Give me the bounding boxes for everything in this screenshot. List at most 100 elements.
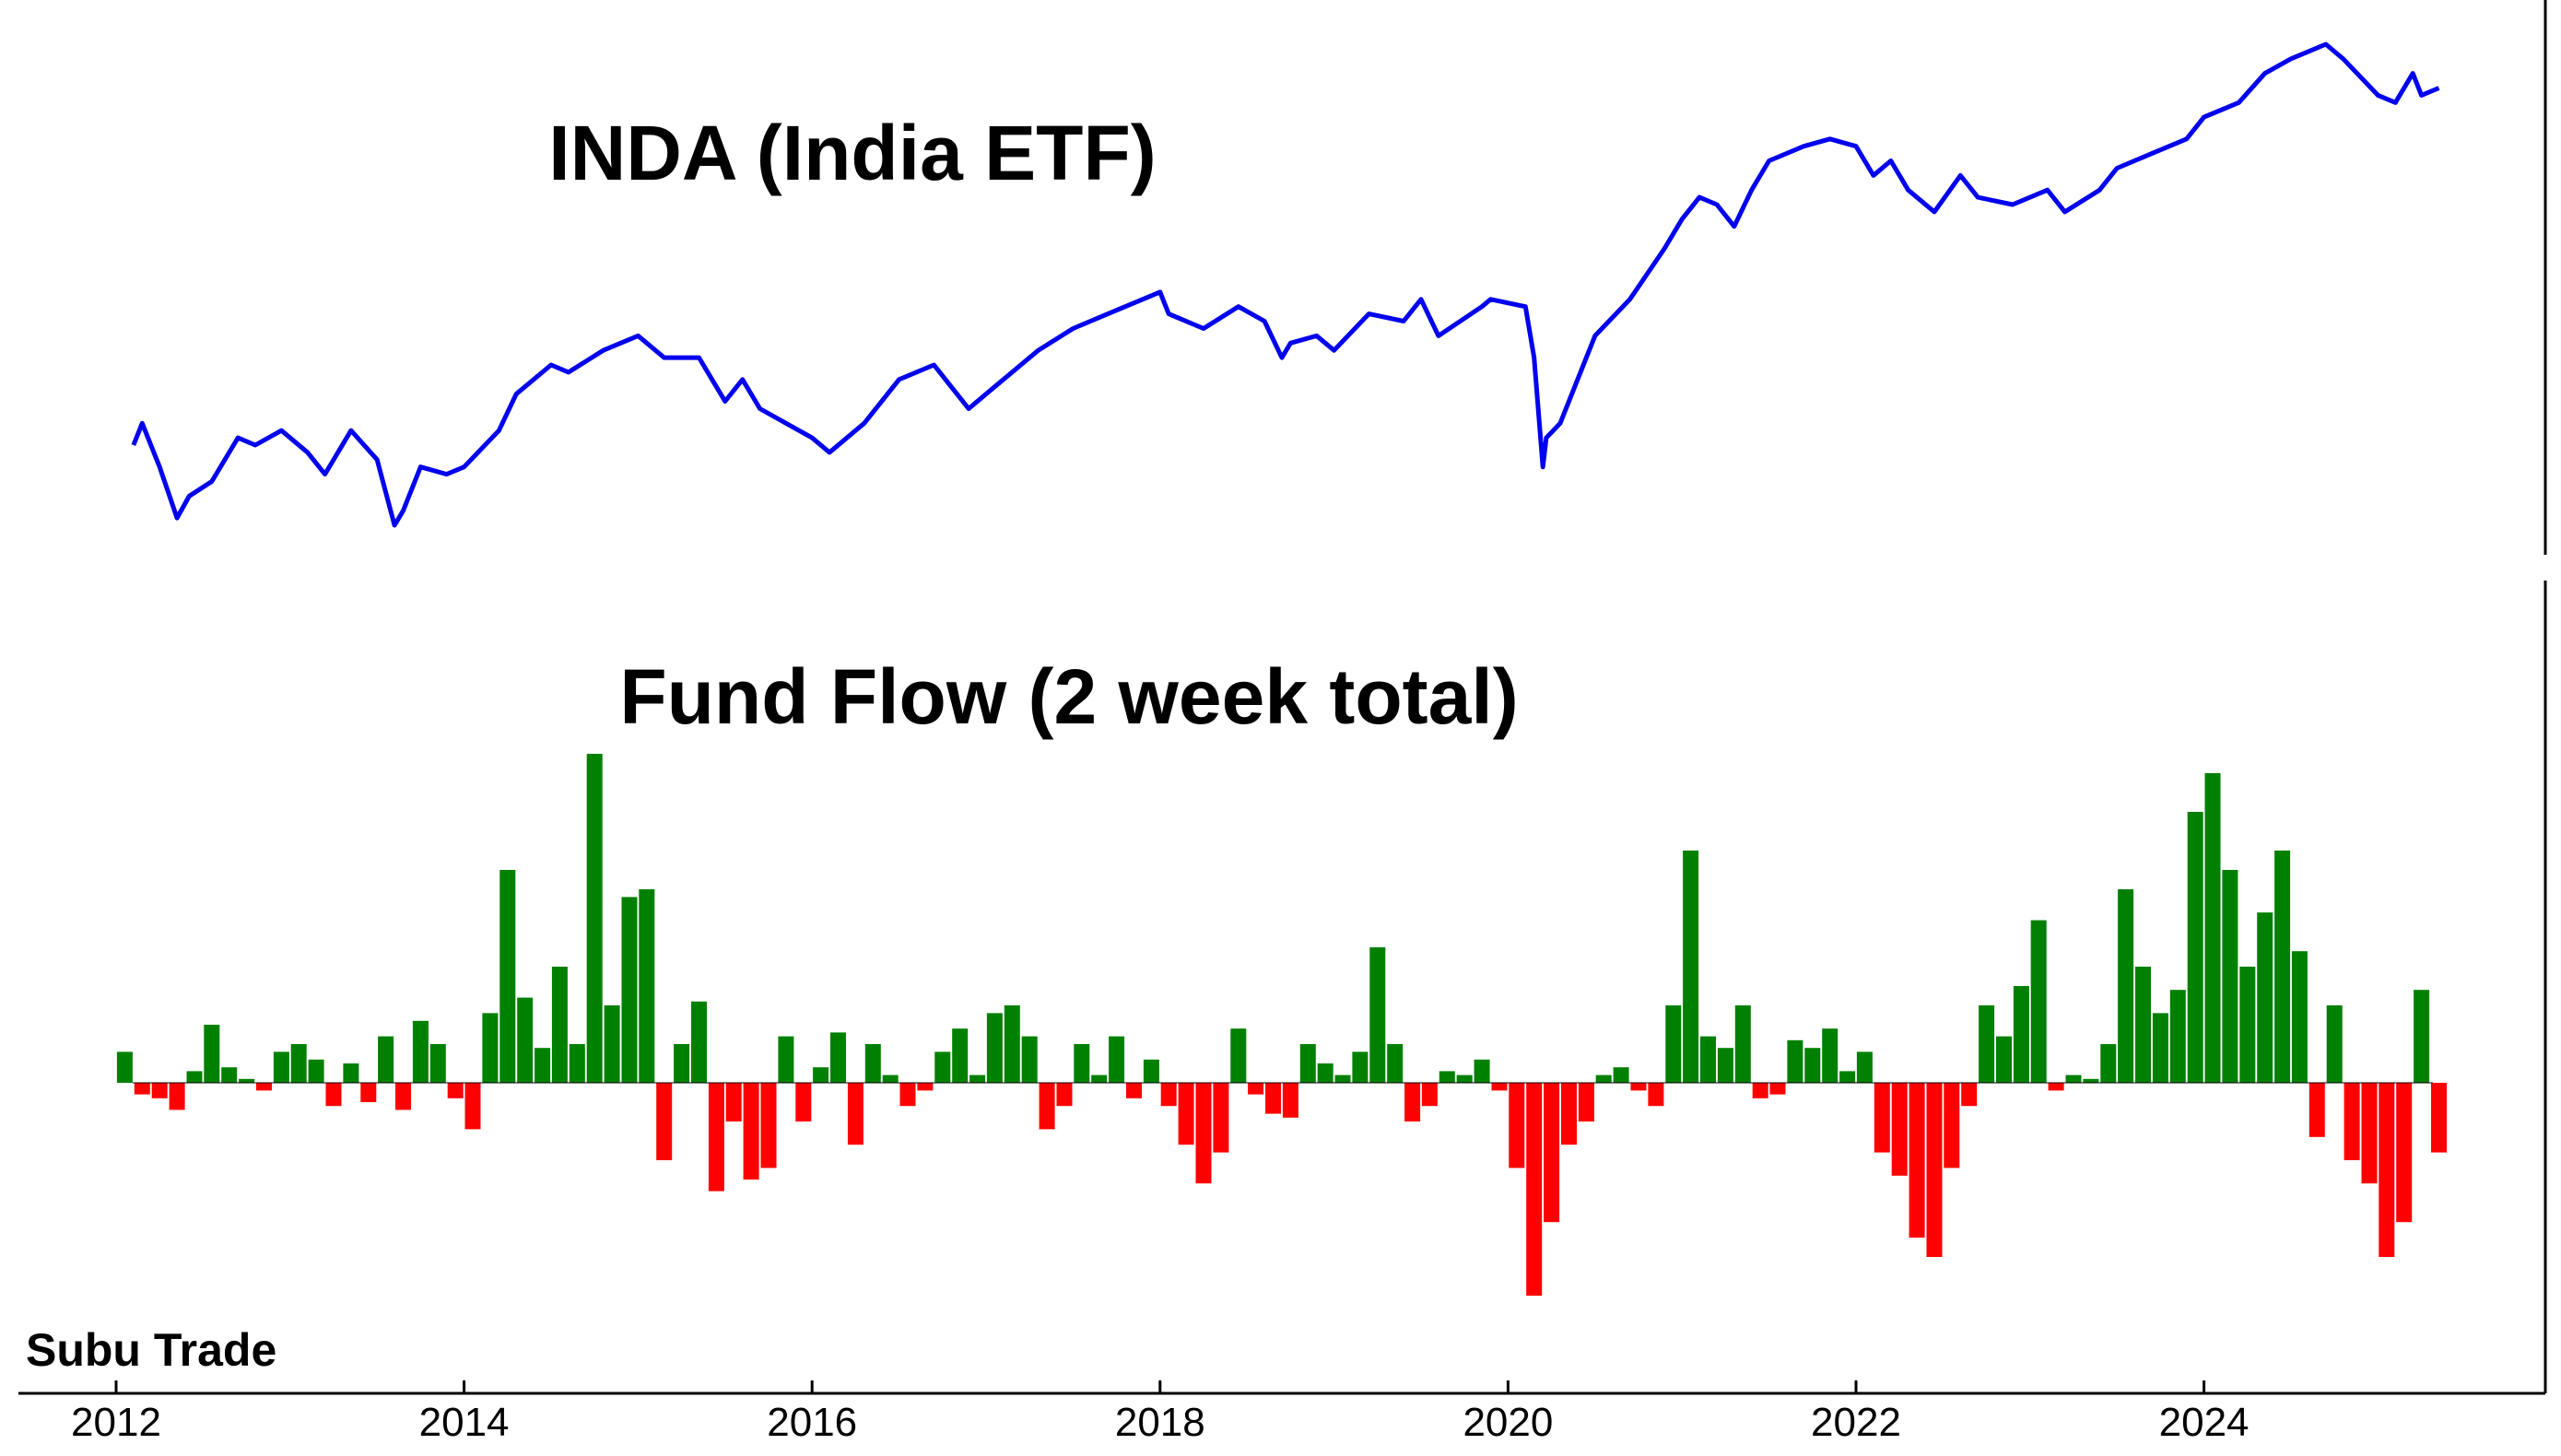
flow-bar-inflow	[691, 1001, 707, 1083]
flow-bar-inflow	[2414, 990, 2430, 1083]
price-line	[131, 41, 2440, 528]
flow-bar-inflow	[116, 1051, 133, 1083]
flow-bar-outflow	[1039, 1083, 1055, 1130]
flow-bar-inflow	[535, 1048, 551, 1083]
flow-bar-outflow	[1213, 1083, 1229, 1153]
flow-bar-inflow	[674, 1044, 690, 1083]
flow-bar-inflow	[1230, 1028, 1247, 1083]
flow-bar-outflow	[656, 1083, 673, 1160]
flow-bar-inflow	[429, 1044, 446, 1083]
x-tick-label: 2016	[767, 1400, 857, 1445]
flow-bar-inflow	[1996, 1036, 2012, 1083]
flow-bar-outflow	[2344, 1083, 2360, 1160]
flow-bar-inflow	[1595, 1074, 1612, 1083]
flow-bar-outflow	[1909, 1083, 1925, 1238]
flow-bar-outflow	[1926, 1083, 1943, 1257]
flow-bar-outflow	[2308, 1083, 2325, 1137]
flow-bar-inflow	[830, 1032, 846, 1083]
flow-bar-inflow	[1456, 1074, 1473, 1083]
flow-bar-inflow	[2013, 986, 2029, 1083]
flow-bar-inflow	[1700, 1036, 1716, 1083]
flow-bar-outflow	[1195, 1083, 1212, 1184]
flow-bar-inflow	[882, 1074, 899, 1083]
flow-bar-outflow	[2396, 1083, 2413, 1223]
flow-bar-outflow	[2048, 1083, 2064, 1091]
flow-bar-outflow	[1126, 1083, 1142, 1098]
flow-bars	[116, 754, 2447, 1296]
flow-bar-inflow	[2118, 889, 2134, 1083]
flow-bar-outflow	[1265, 1083, 1281, 1114]
flow-bar-inflow	[2083, 1078, 2099, 1083]
flow-bar-outflow	[1752, 1083, 1768, 1098]
flow-bar-inflow	[1021, 1036, 1038, 1083]
flow-bar-inflow	[2204, 773, 2221, 1083]
flow-bar-inflow	[1822, 1028, 1839, 1083]
flow-bar-inflow	[308, 1059, 324, 1083]
flow-bar-outflow	[1491, 1083, 1508, 1091]
flow-bar-inflow	[482, 1013, 499, 1083]
flow-bar-inflow	[343, 1063, 359, 1083]
flow-bar-inflow	[1439, 1071, 1455, 1083]
flow-bar-inflow	[1369, 947, 1386, 1083]
flow-bar-outflow	[2361, 1083, 2378, 1184]
flow-bar-inflow	[1474, 1059, 1490, 1083]
x-axis: 2012 2014 2016 2018 2020 2022 2024	[18, 1380, 2545, 1445]
flow-bar-inflow	[2274, 851, 2291, 1083]
flow-bar-inflow	[1979, 1005, 1995, 1083]
flow-bar-inflow	[1804, 1048, 1821, 1083]
flow-bar-inflow	[2030, 920, 2047, 1083]
flow-bar-inflow	[1004, 1005, 1020, 1083]
watermark-text: Subu Trade	[26, 1324, 276, 1376]
x-tick-label: 2012	[71, 1400, 161, 1445]
flow-bar-inflow	[1734, 1005, 1751, 1083]
flow-bar-outflow	[395, 1083, 411, 1110]
flow-bar-inflow	[2135, 967, 2151, 1083]
flow-bar-inflow	[604, 1005, 620, 1083]
flow-bar-outflow	[360, 1083, 377, 1102]
flow-bar-inflow	[1109, 1036, 1125, 1083]
price-chart-title: INDA (India ETF)	[548, 110, 1157, 196]
flow-chart-title: Fund Flow (2 week total)	[619, 653, 1518, 740]
flow-bar-outflow	[1404, 1083, 1421, 1121]
flow-bar-outflow	[1630, 1083, 1647, 1091]
flow-bar-outflow	[1178, 1083, 1194, 1145]
flow-bar-inflow	[273, 1051, 289, 1083]
flow-bar-inflow	[2187, 812, 2203, 1083]
flow-bar-outflow	[1282, 1083, 1298, 1118]
flow-bar-outflow	[743, 1083, 759, 1180]
x-tick-label: 2014	[419, 1400, 510, 1445]
flow-bar-inflow	[639, 889, 655, 1083]
flow-bar-outflow	[1421, 1083, 1438, 1107]
flow-bar-inflow	[499, 870, 516, 1083]
flow-bar-inflow	[2239, 967, 2256, 1083]
flow-bar-inflow	[1613, 1067, 1629, 1083]
flow-bar-inflow	[621, 897, 638, 1083]
flow-bar-outflow	[447, 1083, 464, 1098]
flow-bar-outflow	[1544, 1083, 1560, 1223]
flow-bar-outflow	[847, 1083, 863, 1145]
flow-bar-inflow	[1787, 1039, 1803, 1083]
flow-bar-outflow	[134, 1083, 150, 1095]
flow-bar-inflow	[2257, 912, 2273, 1083]
flow-bar-inflow	[952, 1028, 969, 1083]
flow-bar-outflow	[1248, 1083, 1264, 1095]
flow-bar-inflow	[969, 1074, 986, 1083]
flow-bar-outflow	[1561, 1083, 1577, 1145]
flow-bar-outflow	[899, 1083, 916, 1107]
x-tick-label: 2022	[1811, 1400, 1901, 1445]
flow-bar-outflow	[256, 1083, 272, 1091]
flow-bar-outflow	[725, 1083, 742, 1121]
x-tick-label: 2020	[1463, 1400, 1553, 1445]
flow-bar-outflow	[1160, 1083, 1177, 1107]
flow-bar-inflow	[412, 1020, 429, 1083]
flow-bar-outflow	[1578, 1083, 1594, 1121]
flow-bar-inflow	[2152, 1013, 2168, 1083]
flow-bar-outflow	[151, 1083, 168, 1098]
flow-bar-inflow	[186, 1071, 203, 1083]
flow-bar-inflow	[551, 967, 568, 1083]
flow-bar-inflow	[813, 1067, 829, 1083]
flow-bar-outflow	[325, 1083, 342, 1107]
flow-bar-inflow	[986, 1013, 1003, 1083]
flow-bar-outflow	[1769, 1083, 1786, 1095]
